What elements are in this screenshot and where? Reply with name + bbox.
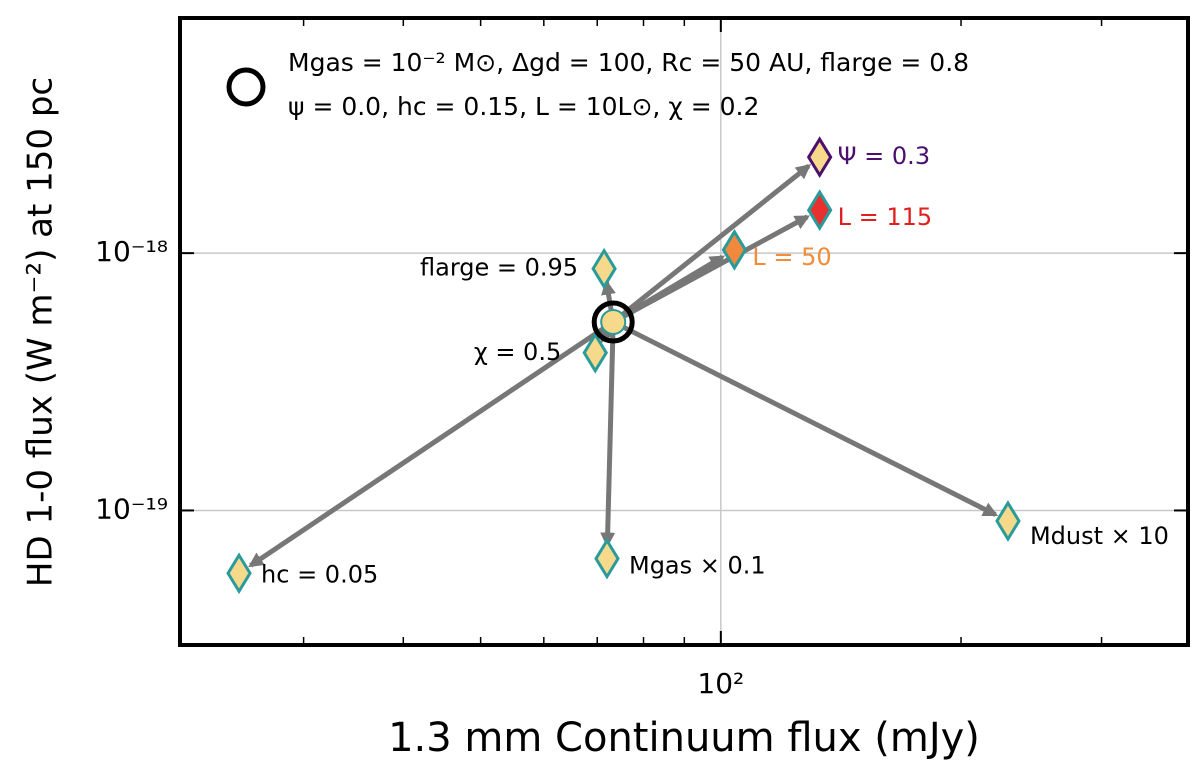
point-label: Ψ = 0.3 <box>838 142 930 170</box>
arrow <box>611 163 812 324</box>
point-label: χ = 0.5 <box>474 338 561 366</box>
arrow <box>612 319 999 517</box>
arrow <box>600 321 616 548</box>
point <box>594 537 620 580</box>
point <box>806 189 833 231</box>
point <box>226 552 252 595</box>
point-label: hc = 0.05 <box>261 560 378 588</box>
reference-point <box>600 308 627 335</box>
point <box>582 331 609 374</box>
arrow <box>612 214 810 325</box>
arrow <box>248 319 615 568</box>
y-axis-label: HD 1-0 flux (W m⁻²) at 150 pc <box>21 77 61 587</box>
point <box>721 228 748 271</box>
x-axis-label: 1.3 mm Continuum flux (mJy) <box>388 715 980 761</box>
point-label: Mgas × 0.1 <box>629 552 766 580</box>
legend-text: ψ = 0.0, hc = 0.15, L = 10L⊙, χ = 0.2 <box>288 92 759 121</box>
x-tick-label: 10² <box>697 667 744 700</box>
point-label: L = 50 <box>752 243 831 271</box>
point-label: L = 115 <box>838 203 933 231</box>
point-label: flarge = 0.95 <box>420 254 578 282</box>
reference-ring <box>591 300 635 344</box>
legend-marker <box>226 67 266 107</box>
point-label: Mdust × 10 <box>1030 522 1169 550</box>
point <box>806 136 833 179</box>
point <box>995 500 1021 542</box>
point <box>591 247 617 290</box>
y-tick-label: 10⁻¹⁹ <box>95 492 168 525</box>
legend-text: Mgas = 10⁻² M⊙, Δgd = 100, Rc = 50 AU, f… <box>288 48 969 77</box>
plot-frame <box>178 16 1190 647</box>
y-tick-label: 10⁻¹⁸ <box>95 235 168 268</box>
